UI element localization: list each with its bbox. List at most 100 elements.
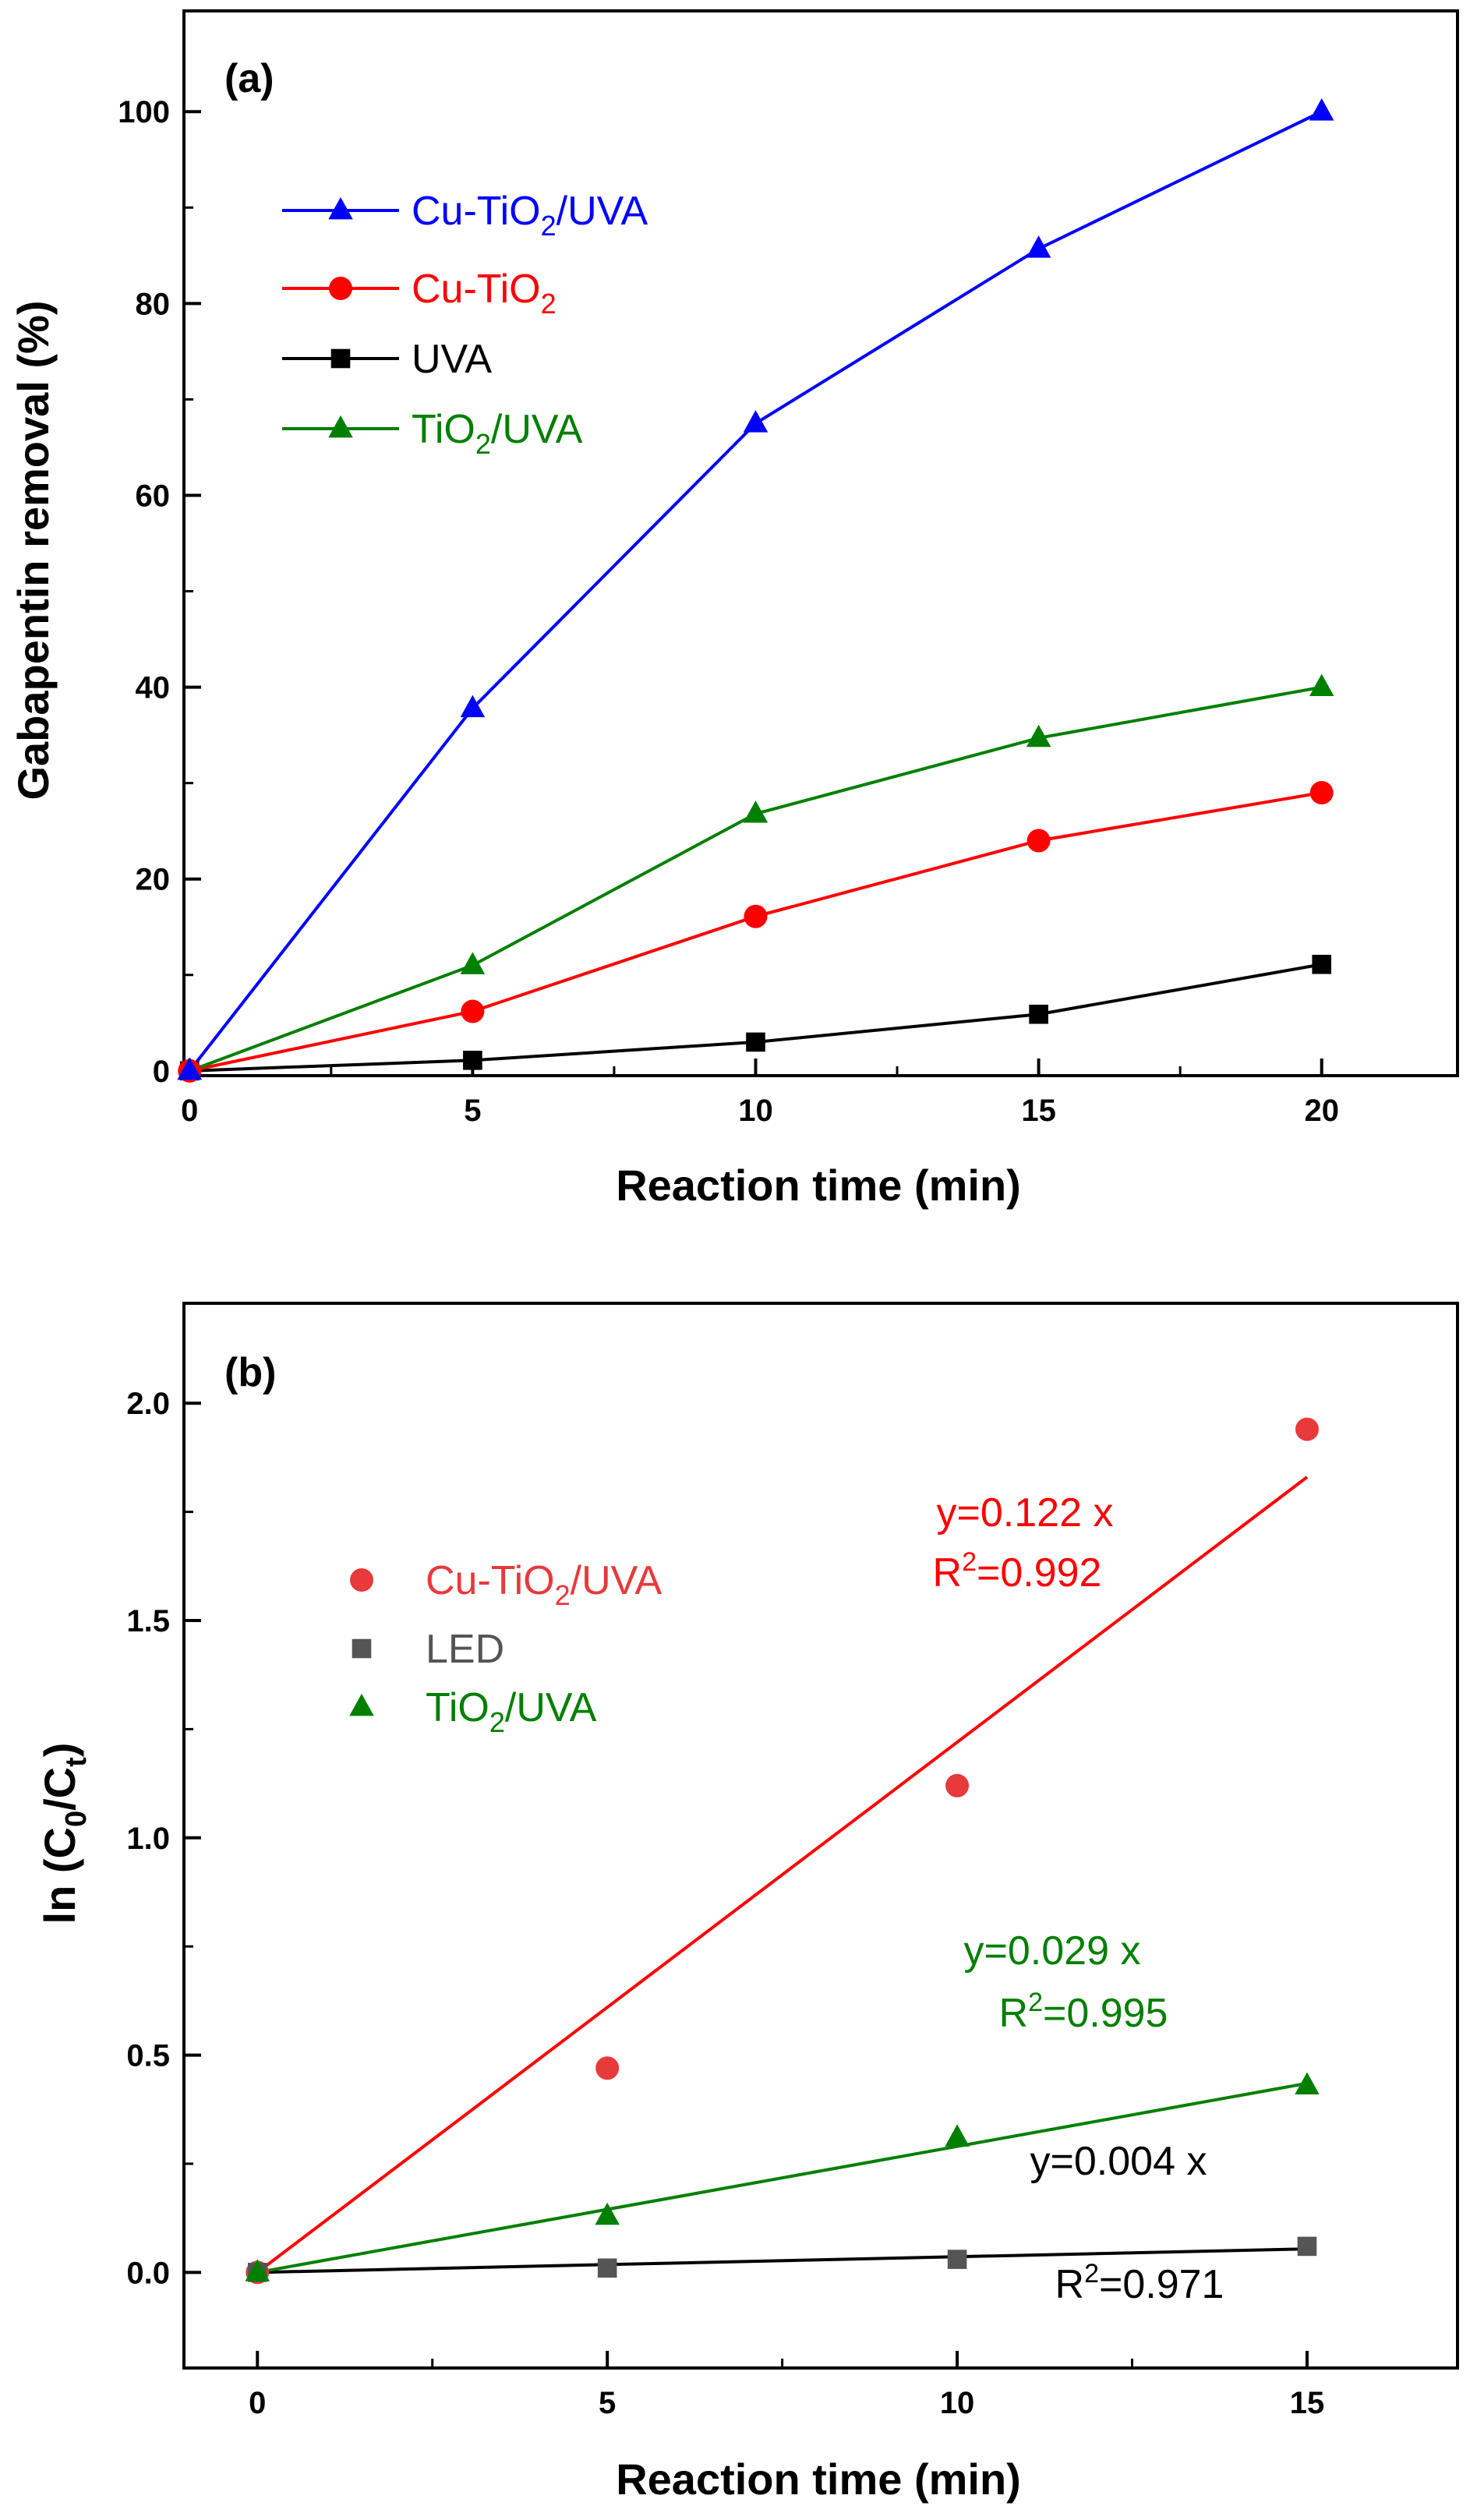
x-tick-label: 15 <box>1290 2386 1325 2420</box>
data-point-cu-tio2 <box>1309 780 1334 804</box>
y-tick-label: 1.5 <box>126 1604 170 1638</box>
data-point-cu-tio2-uva <box>945 1773 970 1797</box>
data-point-cu-tio2-uva <box>1309 98 1334 121</box>
panel-b-x-axis-title: Reaction time (min) <box>616 2455 1021 2504</box>
data-point-cu-tio2-uva <box>743 410 769 433</box>
data-point-tio2-uva <box>743 800 769 823</box>
y-tick-label: 2.0 <box>126 1387 170 1421</box>
data-point-cu-tio2-uva <box>460 695 486 718</box>
annotation-tio2-equation: y=0.029 x <box>964 1928 1141 1974</box>
legend-item-uva: UVA <box>282 337 492 382</box>
panel-a-y-tick-labels: 0 20 40 60 80 100 <box>118 95 170 1089</box>
legend-label: UVA <box>412 337 492 382</box>
x-tick-label: 0 <box>181 1094 198 1128</box>
data-point-uva <box>746 1032 765 1052</box>
y-tick-label: 0.5 <box>126 2039 170 2073</box>
data-point-cu-tio2 <box>744 904 768 928</box>
y-tick-label: 0 <box>153 1055 170 1089</box>
panel-a-markers <box>177 98 1334 1083</box>
annotation-led: y=0.004 x R2=0.971 <box>1030 2139 1224 2307</box>
legend-item-cu-tio2-uva: Cu-TiO2/UVA <box>350 1558 662 1611</box>
data-point-uva <box>1312 954 1332 974</box>
panel-b-fit-lines <box>256 1476 1309 2274</box>
y-tick-label: 100 <box>118 95 170 129</box>
series-line-cu-tio2 <box>189 790 1323 1073</box>
legend-label: LED <box>426 1627 504 1672</box>
y-tick-label: 1.0 <box>126 1822 170 1856</box>
y-tick-label: 60 <box>136 479 171 513</box>
data-point-tio2-uva <box>245 2259 270 2281</box>
y-tick-label: 20 <box>136 863 171 897</box>
panel-a-x-tick-labels: 0 5 10 15 20 <box>181 1094 1339 1128</box>
annotation-led-r2: R2=0.971 <box>1055 2259 1224 2307</box>
legend-label: TiO2/UVA <box>412 407 583 460</box>
panel-b-ticks <box>184 1401 1309 2368</box>
data-point-tio2-uva <box>595 2202 620 2225</box>
data-point-cu-tio2-uva <box>1026 235 1051 258</box>
legend-label: Cu-TiO2/UVA <box>426 1558 662 1611</box>
panel-a-label: (a) <box>224 56 274 101</box>
x-tick-label: 10 <box>940 2386 975 2420</box>
legend-marker <box>330 348 351 369</box>
panel-a-y-axis-title: Gabapentin removal (%) <box>9 300 58 800</box>
legend-item-tio2-uva: TiO2/UVA <box>349 1685 597 1738</box>
legend-item-cu-tio2: Cu-TiO2 <box>282 267 557 320</box>
data-point-tio2-uva <box>1295 2072 1320 2094</box>
y-tick-label: 0.0 <box>126 2256 170 2290</box>
legend-marker <box>349 1693 374 1716</box>
fit-line-cu-tio2-uva <box>256 1476 1309 2274</box>
data-point-tio2-uva <box>945 2124 970 2147</box>
data-point-cu-tio2-uva <box>595 2056 620 2080</box>
annotation-cu-tio2-uva: y=0.122 x R2=0.992 <box>933 1490 1114 1596</box>
panel-b-x-tick-labels: 0 5 10 15 <box>249 2386 1324 2420</box>
x-tick-label: 5 <box>464 1094 481 1128</box>
panel-a-ticks <box>184 110 1323 1076</box>
panel-a-frame <box>182 9 1459 1077</box>
legend-label: Cu-TiO2 <box>412 267 557 320</box>
x-tick-label: 20 <box>1304 1094 1339 1128</box>
data-point-cu-tio2-uva <box>1295 1417 1319 1441</box>
panel-b-chart: 0 5 10 15 0.0 0.5 1.0 1.5 2.0 (b) Cu-TiO2/UVA LE… <box>35 1302 1459 2504</box>
y-tick-label: 40 <box>136 671 171 705</box>
data-point-led <box>947 2250 967 2269</box>
data-point-cu-tio2 <box>461 999 485 1023</box>
legend-marker <box>352 1638 372 1659</box>
legend-marker <box>329 277 352 300</box>
panel-a-x-axis-title: Reaction time (min) <box>616 1161 1021 1210</box>
annotation-cu-equation: y=0.122 x <box>937 1490 1114 1536</box>
data-point-tio2-uva <box>1026 724 1051 748</box>
x-tick-label: 0 <box>249 2386 266 2420</box>
panel-b-frame <box>182 1302 1459 2370</box>
legend-item-tio2-uva: TiO2/UVA <box>282 407 583 460</box>
legend-marker <box>350 1568 373 1592</box>
annotation-led-equation: y=0.004 x <box>1030 2139 1207 2184</box>
legend-marker <box>328 415 353 438</box>
data-point-led <box>1297 2236 1317 2257</box>
fit-line-led <box>257 2247 1308 2274</box>
data-point-cu-tio2 <box>1026 829 1051 853</box>
data-point-led <box>597 2258 617 2278</box>
panel-a-legend: Cu-TiO2/UVA Cu-TiO2 UVA TiO2/UVA <box>282 189 648 460</box>
series-line-uva <box>189 963 1323 1073</box>
x-tick-label: 5 <box>599 2386 616 2420</box>
panel-b-y-axis-title: ln (C0/Ct) <box>35 1743 93 1924</box>
legend-item-led: LED <box>352 1627 504 1672</box>
legend-label: TiO2/UVA <box>426 1685 597 1738</box>
legend-marker <box>328 196 353 220</box>
legend-item-cu-tio2-uva: Cu-TiO2/UVA <box>282 189 648 242</box>
y-tick-label: 80 <box>136 287 171 321</box>
series-line-tio2-uva <box>189 685 1323 1073</box>
data-point-uva <box>1029 1004 1048 1024</box>
panel-b-y-tick-labels: 0.0 0.5 1.0 1.5 2.0 <box>126 1387 170 2290</box>
panel-b-label: (b) <box>224 1350 276 1395</box>
panel-b-markers <box>245 1417 1320 2285</box>
data-point-tio2-uva <box>1309 673 1334 696</box>
data-point-cu-tio2-uva <box>177 1057 203 1080</box>
data-point-uva <box>463 1051 482 1070</box>
annotation-tio2-uva: y=0.029 x R2=0.995 <box>964 1928 1168 2036</box>
legend-label: Cu-TiO2/UVA <box>412 189 648 242</box>
panel-b-legend: Cu-TiO2/UVA LED TiO2/UVA <box>349 1558 662 1738</box>
fit-line-tio2-uva <box>256 2081 1308 2274</box>
